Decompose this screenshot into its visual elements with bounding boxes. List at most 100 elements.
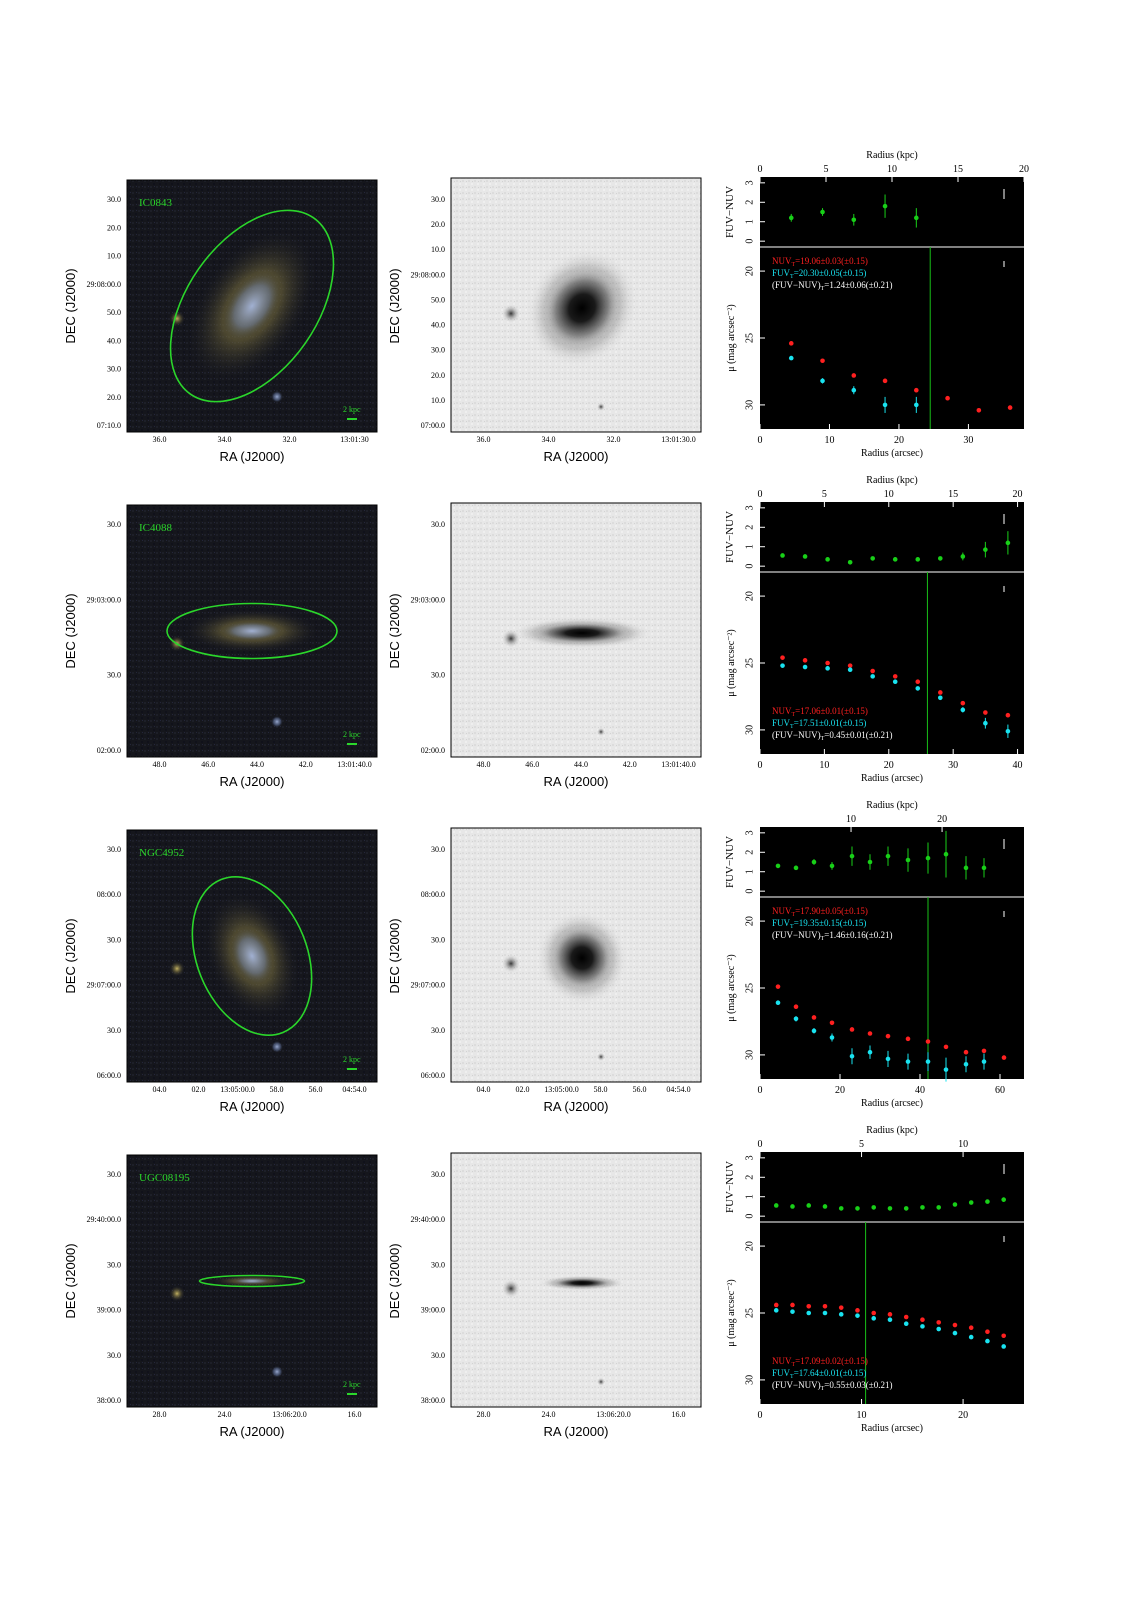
aperture-ellipse: [169, 209, 335, 403]
ra-tick: 56.0: [309, 1085, 323, 1094]
color-tick: 3: [744, 505, 755, 510]
color-point: [855, 1206, 860, 1211]
fuv-point: [849, 1053, 855, 1059]
arcsec-axis-label: Radius (arcsec): [861, 1423, 923, 1434]
fuv-point: [1001, 1344, 1006, 1349]
legend-entry: (FUV−NUV)T=1.24±0.06(±0.21): [772, 280, 892, 292]
dec-tick: 29:40:00.0: [87, 1215, 121, 1224]
nuv-point: [825, 660, 830, 666]
arcsec-tick: 0: [758, 435, 763, 446]
ra-tick: 02.0: [516, 1085, 530, 1094]
color-point: [905, 857, 911, 863]
dec-axis-label: DEC (J2000): [387, 593, 402, 668]
galaxy-name: IC0843: [139, 197, 173, 209]
nuv-point: [905, 1036, 911, 1042]
galaxy-core: [233, 1278, 271, 1284]
gray-image: [450, 827, 702, 1083]
nuv-point: [885, 1033, 891, 1039]
arcsec-tick: 0: [758, 760, 763, 771]
ra-tick: 13:05:00.0: [220, 1085, 254, 1094]
nuv-point: [925, 1039, 931, 1044]
nuv-point: [945, 395, 950, 401]
nuv-point: [847, 663, 853, 668]
color-point: [885, 853, 891, 859]
fuv-point: [885, 1056, 891, 1062]
ra-axis-label: RA (J2000): [543, 449, 608, 464]
arcsec-tick: 30: [963, 435, 973, 446]
mu-tick: 25: [744, 983, 755, 993]
color-tick: 1: [744, 869, 755, 874]
kpc-axis-label: Radius (kpc): [866, 150, 917, 161]
color-tick: 1: [744, 1194, 755, 1199]
fuv-point: [855, 1313, 860, 1318]
dec-tick: 30.0: [431, 1260, 445, 1269]
kpc-axis-label: Radius (kpc): [866, 475, 917, 486]
gray-image: [450, 1152, 702, 1408]
kpc-tick: 20: [1013, 489, 1023, 500]
mu-tick: 30: [744, 1050, 755, 1060]
fuv-point: [892, 679, 898, 685]
nuv-point: [983, 710, 988, 715]
color-point: [892, 557, 898, 562]
nuv-point: [936, 1320, 942, 1325]
ra-tick: 58.0: [270, 1085, 284, 1094]
color-tick: 0: [744, 1214, 755, 1219]
arcsec-tick: 40: [1013, 760, 1023, 771]
ra-tick: 13:06:20.0: [596, 1410, 630, 1419]
color-point: [829, 863, 835, 869]
nuv-point: [790, 1302, 795, 1308]
arcsec-tick: 10: [824, 435, 834, 446]
color-axis-label: FUV−NUV: [724, 836, 736, 888]
color-point: [937, 556, 943, 561]
galaxy-core: [221, 621, 283, 641]
color-point: [775, 863, 781, 869]
color-point: [1005, 540, 1011, 546]
ra-tick: 48.0: [153, 760, 167, 769]
nuv-point: [838, 1305, 844, 1310]
arcsec-axis-label: Radius (arcsec): [861, 773, 923, 784]
dec-tick: 30.0: [431, 346, 445, 355]
legend-entry: (FUV−NUV)T=0.55±0.03(±0.21): [772, 1380, 892, 1392]
field-star: [502, 1279, 520, 1298]
fuv-point: [775, 1000, 781, 1006]
color-tick: 3: [744, 830, 755, 835]
nuv-point: [937, 690, 943, 695]
mu-tick: 20: [744, 591, 755, 601]
ra-tick: 13:06:20.0: [272, 1410, 306, 1419]
color-image: UGC08195 2 kpc: [126, 1154, 378, 1408]
arcsec-tick: 40: [915, 1085, 925, 1096]
nuv-point: [882, 378, 888, 384]
kpc-tick: 0: [758, 164, 763, 175]
color-point: [773, 1203, 779, 1208]
color-point: [920, 1205, 925, 1210]
ra-tick: 13:01:40.0: [337, 760, 371, 769]
ra-tick: 28.0: [153, 1410, 167, 1419]
legend-entry: (FUV−NUV)T=1.46±0.16(±0.21): [772, 930, 892, 942]
dec-tick: 30.0: [107, 935, 121, 944]
ra-tick: 46.0: [201, 760, 215, 769]
fuv-point: [851, 387, 857, 393]
arcsec-tick: 0: [758, 1085, 763, 1096]
color-point: [790, 1204, 795, 1209]
galaxy-body: [553, 1278, 611, 1288]
ra-tick: 42.0: [623, 760, 637, 769]
fuv-point: [1005, 728, 1011, 734]
color-point: [871, 1205, 877, 1210]
ra-axis-label: RA (J2000): [219, 1099, 284, 1114]
dec-tick: 30.0: [107, 671, 121, 680]
dec-tick: 20.0: [431, 220, 445, 229]
ra-tick: 04.0: [477, 1085, 491, 1094]
arcsec-axis-label: Radius (arcsec): [861, 1098, 923, 1109]
color-tick: 2: [744, 1175, 755, 1180]
dec-tick: 06:00.0: [421, 1071, 445, 1080]
ra-tick: 13:01:30.0: [661, 435, 695, 444]
dec-tick: 30.0: [107, 520, 121, 529]
color-point: [887, 1206, 893, 1211]
ra-tick: 04.0: [153, 1085, 167, 1094]
dec-tick: 29:03:00.0: [87, 595, 121, 604]
dec-tick: 38:00.0: [421, 1396, 445, 1405]
gray-image: [450, 177, 702, 433]
dec-axis-label: DEC (J2000): [387, 918, 402, 993]
mu-axis-label: μ (mag arcsec⁻²): [726, 629, 737, 697]
fuv-point: [847, 667, 853, 672]
